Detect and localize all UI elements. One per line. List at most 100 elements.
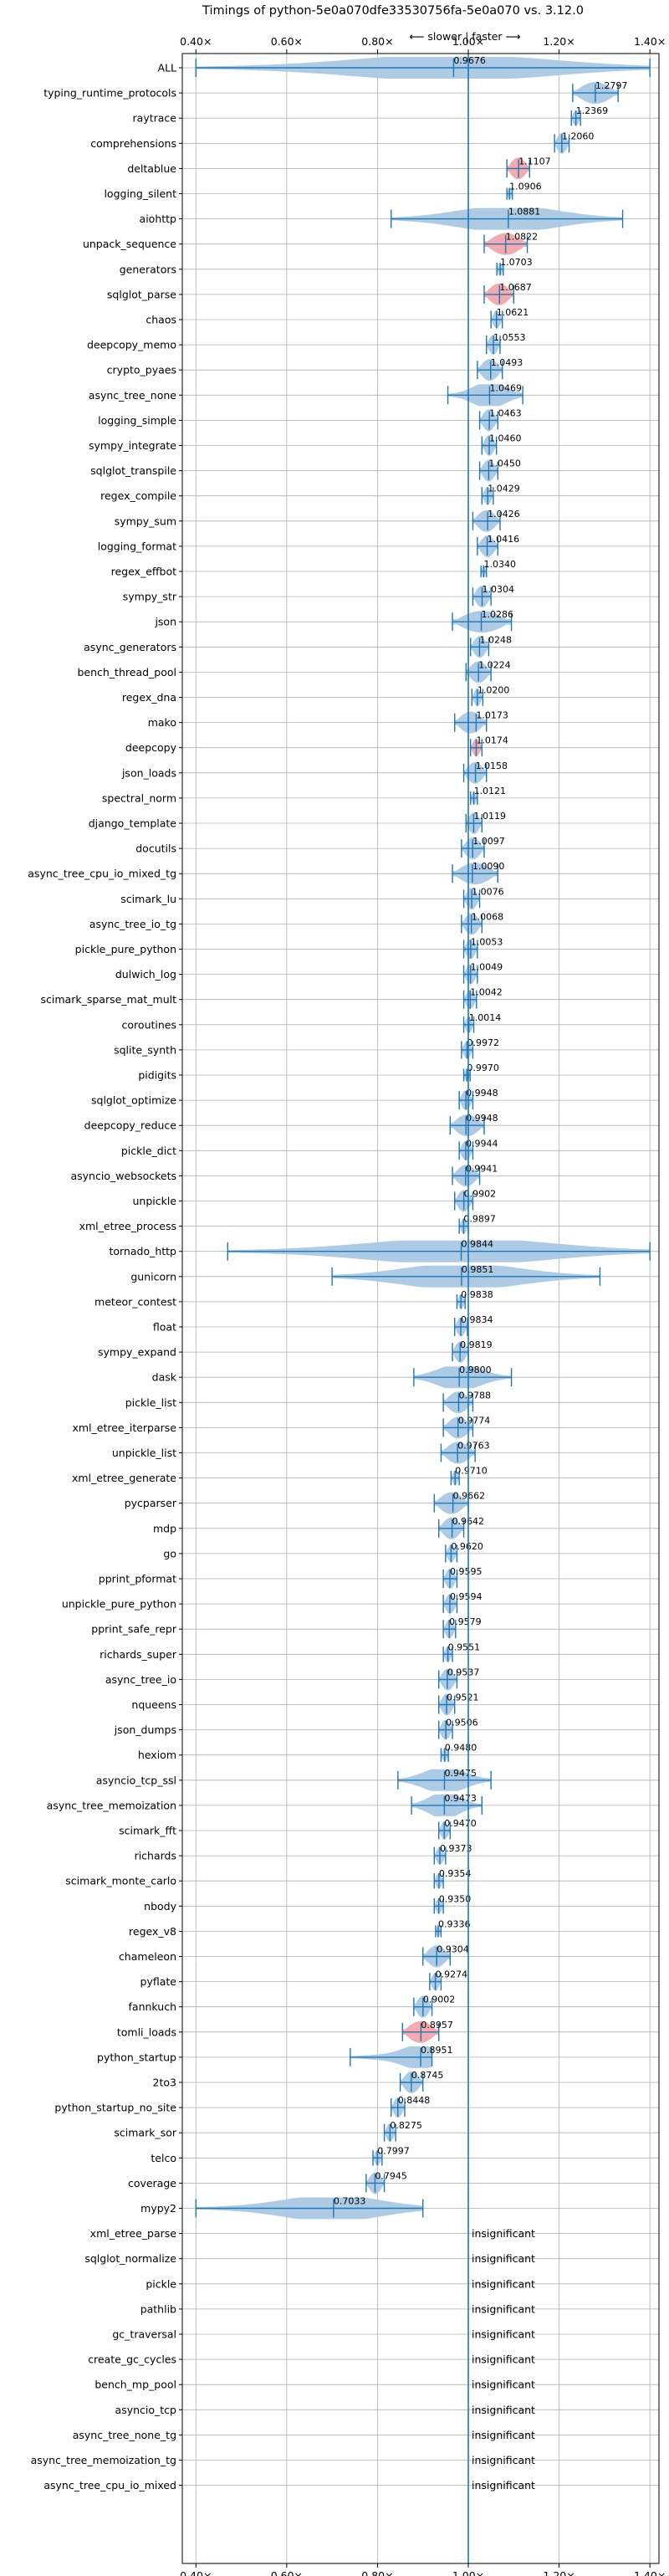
category-label: xml_etree_generate	[72, 1472, 176, 1484]
insignificant-label: insignificant	[472, 2252, 535, 2265]
category-label: python_startup_no_site	[54, 2102, 176, 2114]
median-value-label: 1.0224	[478, 659, 511, 670]
median-value-label: 0.9948	[466, 1088, 498, 1099]
category-label: bench_mp_pool	[94, 2379, 176, 2391]
median-value-label: 0.9354	[439, 1868, 472, 1879]
category-label: async_tree_cpu_io_mixed_tg	[28, 868, 176, 880]
category-label: richards_super	[100, 1648, 177, 1661]
category-label: tornado_http	[109, 1245, 176, 1257]
category-label: gunicorn	[130, 1270, 176, 1283]
category-label: typing_runtime_protocols	[43, 87, 176, 100]
median-value-label: 1.0822	[506, 232, 539, 243]
median-value-label: 1.0304	[483, 584, 515, 595]
category-label: chameleon	[119, 1950, 176, 1963]
category-label: regex_effbot	[111, 566, 176, 578]
category-label: mdp	[153, 1522, 176, 1534]
category-label: xml_etree_parse	[90, 2227, 177, 2240]
category-label: sqlglot_transpile	[90, 464, 176, 477]
median-value-label: 1.0158	[476, 761, 508, 771]
median-value-label: 0.9506	[446, 1718, 478, 1728]
median-value-label: 0.9897	[463, 1214, 496, 1225]
category-label: 2to3	[153, 2077, 176, 2089]
category-label: sympy_expand	[98, 1346, 176, 1359]
category-label: pickle_dict	[121, 1145, 176, 1157]
category-label: comprehensions	[90, 137, 176, 150]
median-value-label: 0.9902	[464, 1189, 497, 1200]
median-value-label: 0.9551	[448, 1641, 481, 1652]
median-value-label: 1.0340	[483, 559, 516, 570]
median-value-label: 0.9941	[466, 1163, 498, 1174]
category-label: crypto_pyaes	[107, 364, 176, 376]
median-value-label: 0.9710	[455, 1466, 488, 1477]
median-value-label: 0.9819	[460, 1339, 493, 1350]
category-label: json_dumps	[114, 1723, 176, 1736]
category-label: pickle_list	[125, 1396, 176, 1409]
median-value-label: 0.7997	[377, 2145, 410, 2156]
median-value-label: 0.9851	[462, 1264, 494, 1275]
category-label: float	[153, 1321, 176, 1334]
median-value-label: 1.0450	[488, 458, 521, 469]
median-value-label: 1.0248	[479, 634, 512, 645]
violin-series: 0.9676 1.2797 1.2369 1.2060 1.1107 1.0906 1.08…	[195, 55, 651, 2491]
category-label: pprint_pformat	[99, 1573, 176, 1585]
median-value-label: 0.9800	[459, 1365, 492, 1375]
median-value-label: 0.7033	[334, 2196, 366, 2207]
median-value-label: 1.0042	[470, 987, 503, 998]
category-label: asyncio_websockets	[70, 1170, 176, 1182]
insignificant-label: insignificant	[472, 2454, 535, 2466]
category-label: nbody	[144, 1900, 176, 1913]
median-value-label: 0.9788	[458, 1390, 491, 1401]
category-label: gc_traversal	[112, 2328, 176, 2341]
median-value-label: 0.9594	[450, 1591, 483, 1602]
category-label: async_tree_io_tg	[89, 918, 176, 930]
median-value-label: 0.9480	[445, 1743, 477, 1754]
category-label: scimark_monte_carlo	[65, 1875, 176, 1887]
x-tick-label-bottom: 0.80×	[361, 2569, 393, 2576]
median-value-label: 1.0068	[472, 911, 504, 922]
median-value-label: 0.9970	[467, 1063, 499, 1073]
category-label: pprint_safe_repr	[91, 1623, 177, 1636]
category-label: async_tree_io	[105, 1673, 176, 1686]
category-label: json_loads	[121, 766, 176, 779]
median-value-label: 0.9579	[449, 1616, 482, 1627]
x-tick-label-bottom: 1.20×	[543, 2569, 575, 2576]
category-label: logging_simple	[98, 414, 176, 427]
median-value-label: 0.8957	[421, 2020, 453, 2031]
category-label: pidigits	[138, 1069, 176, 1082]
category-label: deepcopy_reduce	[84, 1119, 177, 1132]
median-value-label: 0.9676	[453, 55, 486, 66]
median-value-label: 0.9620	[451, 1541, 483, 1552]
x-tick-label-top: 1.00×	[452, 35, 484, 48]
median-value-label: 1.0286	[482, 609, 514, 620]
median-value-label: 0.9774	[458, 1415, 491, 1426]
median-value-label: 1.0469	[489, 382, 522, 393]
median-value-label: 1.0053	[471, 937, 503, 948]
category-label: python_startup	[97, 2051, 176, 2063]
category-label: django_template	[89, 817, 177, 830]
median-value-label: 1.0090	[472, 861, 505, 872]
median-value-label: 1.2060	[562, 131, 595, 141]
category-label: xml_etree_process	[79, 1220, 176, 1232]
median-value-label: 0.9944	[466, 1138, 498, 1149]
x-tick-label-top: 0.60×	[271, 35, 303, 48]
x-tick-label-top: 1.20×	[543, 35, 575, 48]
category-label: pickle_pure_python	[75, 943, 176, 955]
category-label: create_gc_cycles	[88, 2353, 176, 2366]
category-label: regex_dna	[122, 691, 176, 704]
category-label: pathlib	[140, 2302, 176, 2315]
category-labels: ALL typing_runtime_protocols raytrace compr…	[28, 62, 177, 2492]
category-label: dulwich_log	[115, 968, 176, 981]
median-value-label: 0.7945	[375, 2170, 407, 2181]
category-label: unpickle_pure_python	[62, 1598, 176, 1611]
x-tick-label-bottom: 1.00×	[452, 2569, 484, 2576]
median-value-label: 0.9595	[450, 1566, 483, 1577]
x-tick-label-top: 1.40×	[634, 35, 666, 48]
x-tick-label-bottom: 0.60×	[271, 2569, 303, 2576]
median-value-label: 0.9662	[453, 1491, 486, 1502]
chart-title: Timings of python-5e0a070dfe33530756fa-5…	[202, 4, 584, 18]
category-label: scimark_lu	[120, 893, 176, 905]
median-value-label: 0.9304	[437, 1944, 469, 1955]
category-label: scimark_fft	[119, 1825, 176, 1837]
median-value-label: 1.0200	[477, 685, 510, 696]
median-value-label: 1.0174	[476, 735, 508, 746]
